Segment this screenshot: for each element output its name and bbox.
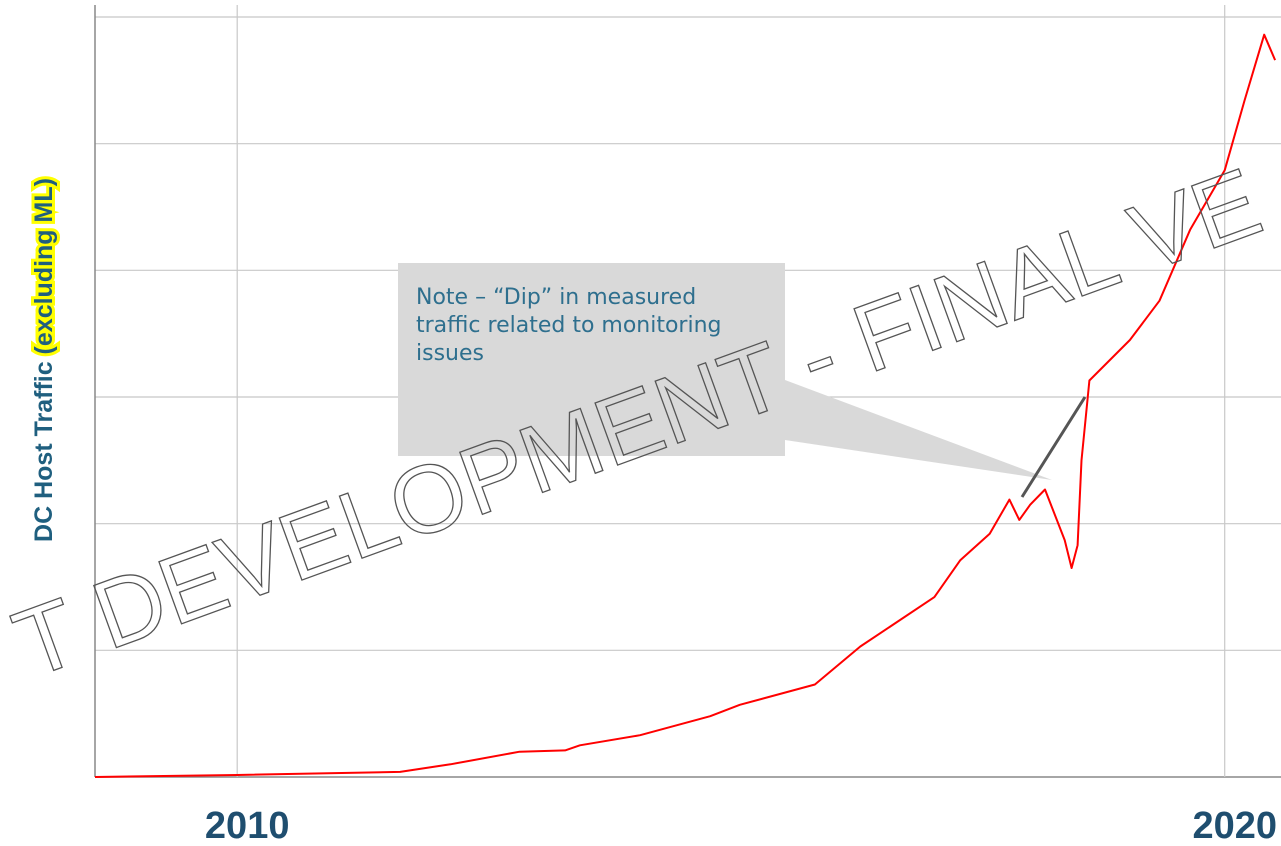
- annotation-wrap: Note – “Dip” in measured traffic related…: [416, 285, 722, 366]
- y-label-highlight: (excluding ML): [30, 178, 58, 354]
- x-tick-label: 2020: [1192, 805, 1277, 846]
- plot: [94, 33, 1277, 778]
- y-axis-label: DC Host Traffic (excluding ML): [30, 178, 58, 542]
- annotation-box: [398, 263, 1052, 480]
- y-label-part: DC Host Traffic: [30, 354, 58, 542]
- x-tick-label: 2010: [205, 805, 290, 846]
- annotation: Note – “Dip” in measured traffic related…: [416, 285, 722, 366]
- annotation-pointer: [1020, 396, 1087, 498]
- x-labels: 2010 2020: [205, 805, 1277, 846]
- watermark: T DEVELOPMENT - FINAL VE: [1, 148, 1274, 699]
- line-series: [94, 33, 1277, 778]
